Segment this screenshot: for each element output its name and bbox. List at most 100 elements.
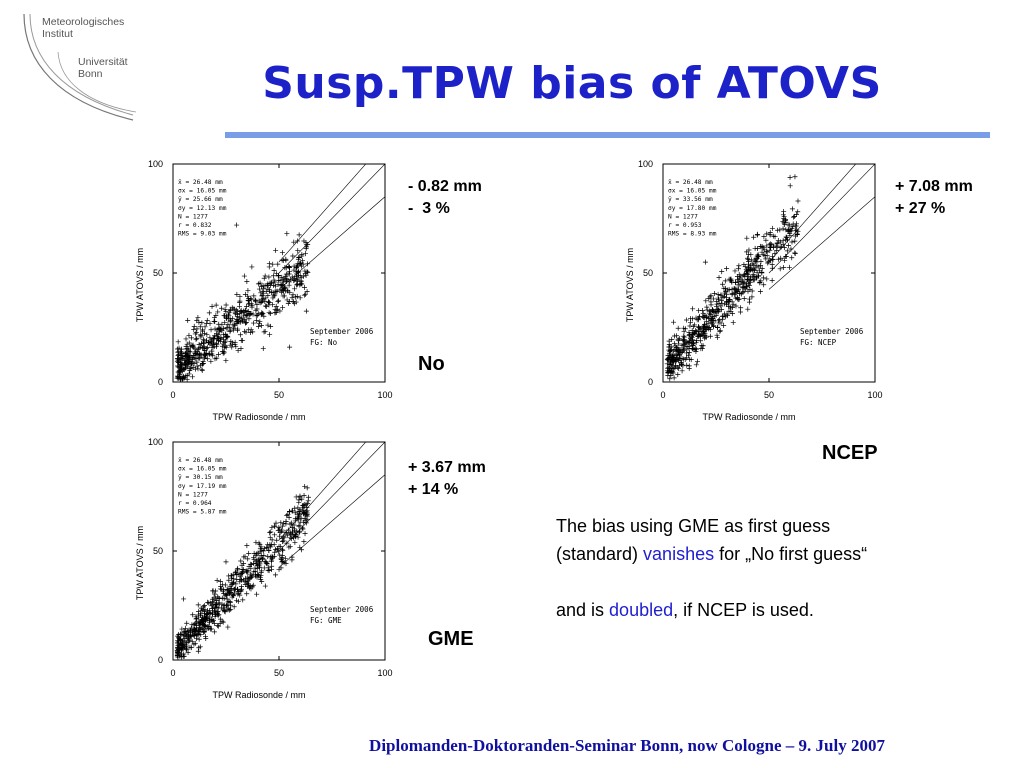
data-point xyxy=(295,505,301,511)
data-point xyxy=(679,368,685,374)
data-point xyxy=(217,621,223,627)
data-point xyxy=(188,361,194,367)
bias-pct-no: - 3 % xyxy=(408,200,450,217)
data-point xyxy=(273,247,279,253)
data-point xyxy=(764,276,770,282)
x-tick-label: 50 xyxy=(274,390,284,400)
data-point xyxy=(695,324,701,330)
data-point xyxy=(764,231,770,237)
data-point xyxy=(177,368,183,374)
data-point xyxy=(749,294,755,300)
data-point xyxy=(254,591,260,597)
data-point xyxy=(275,261,281,267)
data-point xyxy=(259,293,265,299)
data-point xyxy=(741,296,747,302)
data-point xyxy=(192,621,198,627)
data-point xyxy=(184,376,190,382)
data-point xyxy=(195,648,201,654)
data-point xyxy=(302,517,308,523)
data-point xyxy=(209,605,215,611)
outlier-point xyxy=(787,183,793,189)
data-point xyxy=(279,559,285,565)
data-point xyxy=(765,260,771,266)
data-point xyxy=(730,319,736,325)
data-point xyxy=(274,271,280,277)
data-point xyxy=(675,337,681,343)
data-point xyxy=(778,244,784,250)
data-point xyxy=(284,231,290,237)
data-point xyxy=(301,292,307,298)
data-point xyxy=(724,287,730,293)
data-point xyxy=(238,576,244,582)
data-point xyxy=(230,327,236,333)
data-point xyxy=(774,244,780,250)
data-point xyxy=(280,523,286,529)
data-point xyxy=(186,332,192,338)
data-point xyxy=(241,309,247,315)
data-point xyxy=(180,640,186,646)
legend-box xyxy=(796,324,872,354)
data-point xyxy=(234,291,240,297)
data-point xyxy=(715,324,721,330)
data-point xyxy=(780,219,786,225)
data-point xyxy=(197,324,203,330)
data-point xyxy=(767,242,773,248)
data-point xyxy=(184,634,190,640)
data-point xyxy=(260,346,266,352)
data-point xyxy=(273,303,279,309)
data-point xyxy=(202,330,208,336)
y-tick-label: 100 xyxy=(638,159,653,169)
data-point xyxy=(266,274,272,280)
data-point xyxy=(254,318,260,324)
data-point xyxy=(720,316,726,322)
data-point xyxy=(697,332,703,338)
data-point xyxy=(232,323,238,329)
data-point xyxy=(269,537,275,543)
data-point xyxy=(266,264,272,270)
data-point xyxy=(667,344,673,350)
data-point xyxy=(276,566,282,572)
data-point xyxy=(250,329,256,335)
data-point xyxy=(258,572,264,578)
data-point xyxy=(224,334,230,340)
outlier-point xyxy=(223,559,229,565)
data-point xyxy=(238,307,244,313)
data-point xyxy=(202,608,208,614)
data-point xyxy=(280,548,286,554)
data-point xyxy=(179,647,185,653)
data-point xyxy=(275,298,281,304)
data-point xyxy=(744,277,750,283)
data-point xyxy=(256,559,262,565)
data-point xyxy=(258,568,264,574)
data-point xyxy=(215,335,221,341)
data-point xyxy=(794,227,800,233)
data-point xyxy=(292,539,298,545)
data-point xyxy=(216,326,222,332)
data-point xyxy=(224,313,230,319)
data-point xyxy=(749,266,755,272)
data-point xyxy=(751,234,757,240)
data-point xyxy=(704,307,710,313)
data-point xyxy=(789,255,795,261)
data-point xyxy=(675,325,681,331)
data-point xyxy=(708,309,714,315)
data-point xyxy=(766,256,772,262)
data-point xyxy=(202,324,208,330)
data-point xyxy=(669,336,675,342)
data-point xyxy=(292,286,298,292)
data-point xyxy=(714,332,720,338)
data-point xyxy=(760,245,766,251)
data-point xyxy=(195,349,201,355)
data-point xyxy=(733,279,739,285)
data-point xyxy=(276,533,282,539)
data-point xyxy=(224,326,230,332)
data-point xyxy=(290,299,296,305)
data-point xyxy=(218,616,224,622)
data-point xyxy=(262,546,268,552)
data-point xyxy=(774,248,780,254)
data-point xyxy=(278,520,284,526)
data-point xyxy=(738,305,744,311)
data-point xyxy=(272,292,278,298)
data-point xyxy=(678,359,684,365)
data-point xyxy=(712,290,718,296)
